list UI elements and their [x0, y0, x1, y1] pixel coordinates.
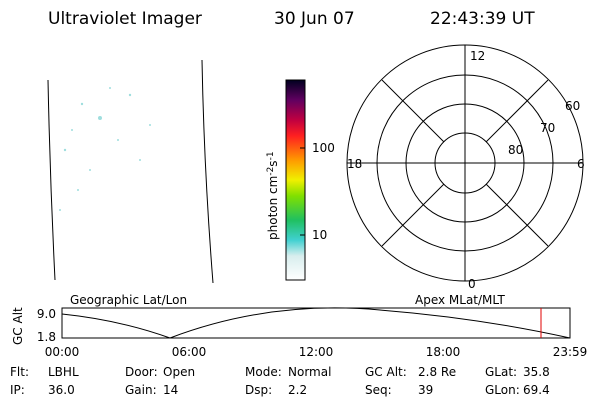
x-tick-label: 12:00: [299, 345, 334, 359]
altitude-curve: [61, 307, 571, 339]
info-value: 39: [418, 383, 433, 397]
info-value: Open: [163, 365, 195, 379]
colorbar-tick: 10: [312, 228, 327, 242]
info-value: 2.2: [288, 383, 307, 397]
info-value: 35.8: [523, 365, 550, 379]
info-value: 14: [163, 383, 178, 397]
image-panel: [47, 59, 214, 284]
info-value: 2.8 Re: [418, 365, 456, 379]
info-value: Normal: [288, 365, 331, 379]
x-tick-label: 06:00: [172, 345, 207, 359]
mlt-label: 6: [577, 157, 585, 171]
info-label: GLon:: [485, 383, 520, 397]
info-panel: Flt: LBHL Door: Open Mode: Normal GC Alt: 2.8 R…: [10, 365, 550, 397]
info-value: LBHL: [48, 365, 79, 379]
mlt-label: 12: [470, 49, 485, 63]
mlt-label: 0: [468, 277, 476, 291]
colorbar-tick: 100: [312, 141, 335, 155]
info-label: Seq:: [365, 383, 392, 397]
info-label: Gain:: [125, 383, 157, 397]
colorbar-label: photon cm-2s-1: [266, 151, 280, 240]
info-value: 69.4: [523, 383, 550, 397]
exponent: -1: [266, 151, 276, 160]
time: 22:43:39 UT: [430, 9, 535, 29]
y-tick-label: 9.0: [37, 307, 56, 321]
lat-label: 70: [540, 121, 555, 135]
x-tick-label: 18:00: [426, 345, 461, 359]
info-label: Dsp:: [245, 383, 272, 397]
unit: s: [266, 160, 280, 166]
unit: photon cm: [266, 176, 280, 240]
y-axis-label: GC Alt: [11, 307, 25, 345]
info-label: Door:: [125, 365, 158, 379]
x-tick-label: 00:00: [45, 345, 80, 359]
date: 30 Jun 07: [274, 9, 355, 29]
instrument-title: Ultraviolet Imager: [48, 9, 202, 29]
exponent: -2: [266, 167, 276, 176]
info-label: GLat:: [485, 365, 517, 379]
info-label: Mode:: [245, 365, 282, 379]
colorbar: [285, 79, 306, 281]
y-tick-label: 1.8: [37, 330, 56, 344]
x-tick-label: 23:59: [553, 345, 588, 359]
timeline-title: Apex MLat/MLT: [415, 293, 505, 307]
info-label: GC Alt:: [365, 365, 407, 379]
lat-label: 60: [565, 99, 580, 113]
info-label: IP:: [10, 383, 25, 397]
lat-label: 80: [508, 143, 523, 157]
info-value: 36.0: [48, 383, 75, 397]
timeline-title: Geographic Lat/Lon: [70, 293, 187, 307]
mlt-label: 18: [347, 157, 362, 171]
polar-grid: [346, 44, 584, 282]
info-label: Flt:: [10, 365, 29, 379]
